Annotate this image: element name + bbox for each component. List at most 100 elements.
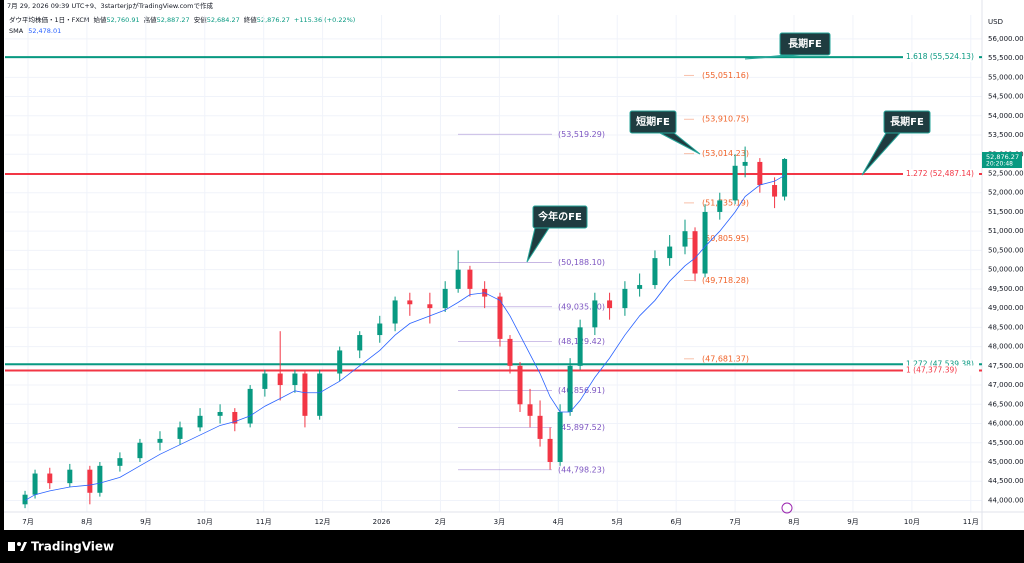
ohlc-value: 52,887.27 — [157, 16, 190, 24]
y-tick-label: 48,500.00 — [988, 323, 1024, 331]
fib-label: (50,188.10) — [558, 258, 605, 267]
candle-body — [547, 438, 553, 462]
candle-body — [137, 442, 143, 459]
candle-body — [667, 246, 673, 259]
logo-part — [17, 542, 21, 546]
y-tick-label: 46,000.00 — [988, 420, 1024, 428]
sma-name: SMA — [9, 27, 24, 35]
x-tick-label: 10月 — [904, 518, 920, 526]
candle-body — [622, 288, 628, 309]
candle-body — [117, 458, 123, 466]
candle-body — [742, 161, 748, 166]
fib-label: (51,735.19) — [702, 198, 749, 207]
logo-part — [8, 542, 15, 551]
last-price-label: 52,876.27 — [986, 153, 1019, 161]
y-tick-label: 51,500.00 — [988, 208, 1024, 216]
x-tick-label: 7月 — [729, 518, 740, 526]
level-label: 1.272 (47,539.38) — [906, 359, 974, 368]
x-tick-label: 7月 — [22, 518, 33, 526]
x-tick-label: 12月 — [315, 518, 331, 526]
candle-body — [507, 338, 513, 366]
level-label: 1.272 (52,487.14) — [906, 169, 974, 178]
fib-label: (49,035.50) — [558, 302, 605, 311]
x-tick-label: 9月 — [140, 518, 151, 526]
brand: TradingView — [8, 540, 114, 554]
y-tick-label: 49,500.00 — [988, 285, 1024, 293]
x-tick-label: 6月 — [670, 518, 681, 526]
candle-body — [442, 288, 448, 309]
fib-label: (53,014.23) — [702, 149, 749, 158]
candle-body — [692, 231, 698, 274]
candle-body — [497, 296, 503, 339]
candle-body — [247, 388, 253, 424]
candle-body — [427, 304, 433, 309]
callout: 今年のFE — [537, 210, 582, 223]
candle-body — [455, 269, 461, 289]
y-tick-label: 55,000.00 — [988, 73, 1024, 81]
ohlc-value: 52,876.27 — [257, 16, 290, 24]
y-tick-label: 52,500.00 — [988, 169, 1024, 177]
sma-value: 52,478.01 — [28, 27, 61, 35]
level-label-bg — [903, 365, 979, 376]
event-icon[interactable] — [781, 502, 793, 514]
y-tick-label: 49,000.00 — [988, 304, 1024, 312]
candle-body — [467, 269, 473, 289]
candle-body — [337, 350, 343, 374]
x-tick-label: 10月 — [197, 518, 213, 526]
y-tick-label: 47,500.00 — [988, 362, 1024, 370]
y-tick-label: 52,000.00 — [988, 189, 1024, 197]
candle-body — [67, 469, 73, 484]
symbol: ダウ平均株価・1日・FXCM — [9, 15, 90, 24]
fib-label: (50,805.95) — [702, 234, 749, 243]
x-tick-label: 4月 — [553, 518, 564, 526]
level-label-bg — [903, 52, 979, 63]
y-tick-label: 54,500.00 — [988, 93, 1024, 101]
callouts: 長期FE 短期FE 長期FE 今年のFE — [526, 32, 931, 263]
candle-body — [557, 411, 563, 462]
y-tick-label: 48,000.00 — [988, 343, 1024, 351]
y-tick-label: 50,000.00 — [988, 266, 1024, 274]
x-tick-label: 3月 — [494, 518, 505, 526]
candle-body — [527, 404, 533, 416]
y-tick-label: 54,000.00 — [988, 112, 1024, 120]
fib-label: (47,681.37) — [702, 354, 749, 363]
logo-part — [20, 542, 27, 551]
candle-body — [732, 165, 738, 201]
candle-body — [757, 161, 763, 186]
candle-body — [357, 335, 363, 351]
candle-body — [302, 373, 308, 416]
candle-body — [97, 465, 103, 493]
candle-body — [177, 427, 183, 439]
candle-body — [652, 258, 658, 286]
callout: 長期FE — [788, 37, 822, 50]
fib-label: (44,798.23) — [558, 465, 605, 474]
created-note: 7月 29, 2026 09:39 UTC+9、3starterjpがTradi… — [7, 1, 213, 10]
y-tick-label: 44,000.00 — [988, 496, 1024, 504]
candle-body — [537, 415, 543, 439]
y-tick-label: 50,500.00 — [988, 246, 1024, 254]
level-label-bg — [903, 359, 979, 370]
fib-label: (55,051.16) — [702, 71, 749, 80]
y-tick-label: 45,000.00 — [988, 458, 1024, 466]
currency: USD — [988, 18, 1003, 26]
x-tick-label: 2月 — [435, 518, 446, 526]
sma-line — [24, 175, 785, 501]
y-tick-label: 47,000.00 — [988, 381, 1024, 389]
callout-box — [883, 110, 931, 134]
candle-body — [577, 327, 583, 366]
candle-body — [607, 300, 613, 309]
x-tick-label: 2026 — [373, 518, 391, 526]
candle-body — [292, 373, 298, 386]
candle-body — [157, 438, 163, 443]
y-tick-label: 45,500.00 — [988, 439, 1024, 447]
callout: 長期FE — [890, 115, 924, 128]
x-tick-label: 8月 — [788, 518, 799, 526]
candle-body — [517, 365, 523, 405]
candle-body — [317, 373, 323, 416]
fib-label: (46,856.91) — [558, 386, 605, 395]
level-label: 1 (47,377.39) — [906, 366, 957, 375]
candle-body — [702, 211, 708, 274]
plot: 44,000.00 44,500.00 45,000.00 45,500.00 46,0… — [4, 0, 1024, 530]
